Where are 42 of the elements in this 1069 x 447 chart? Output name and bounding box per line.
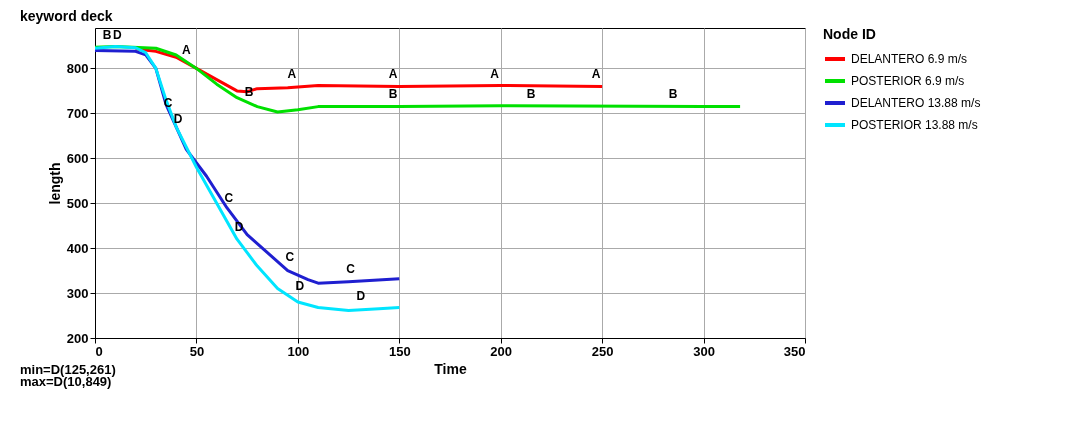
annotation: B (102, 28, 112, 43)
annotation: D (173, 112, 183, 127)
annotation: D (356, 288, 366, 303)
legend-label: DELANTERO 6.9 m/s (851, 52, 968, 66)
annotation: C (285, 250, 295, 265)
annotation: C (163, 96, 173, 111)
annotation: B (388, 86, 398, 101)
legend-label: POSTERIOR 13.88 m/s (851, 118, 978, 132)
line-series (95, 44, 742, 114)
y-tick-label: 500 (66, 195, 89, 211)
annotation: D (112, 28, 122, 43)
legend-label: DELANTERO 13.88 m/s (851, 96, 981, 110)
x-tick-label: 350 (783, 343, 806, 359)
annotation: A (490, 66, 500, 81)
annotation: D (295, 279, 305, 294)
annotation: A (591, 66, 601, 81)
y-tick-label: 200 (66, 330, 89, 346)
x-tick-label: 250 (591, 343, 614, 359)
y-tick-label: 600 (66, 150, 89, 166)
annotation: C (346, 261, 356, 276)
x-tick-label: 300 (693, 343, 715, 359)
annotation: B (526, 86, 536, 101)
x-tick-label: 150 (388, 343, 411, 359)
y-axis-title: length (46, 162, 63, 205)
text: min=D(125,261) (20, 362, 116, 377)
y-tick-label: 300 (66, 285, 89, 301)
x-tick-label: 100 (287, 343, 310, 359)
legend-title: Node ID (823, 26, 876, 42)
x-tick-label: 50 (189, 343, 205, 359)
y-tick-label: 700 (66, 105, 89, 121)
annotation: A (388, 66, 398, 81)
x-tick-label: 200 (490, 343, 513, 359)
annotation: C (224, 190, 234, 205)
chart-title: keyword deck (20, 8, 113, 24)
legend-label: POSTERIOR 6.9 m/s (851, 74, 965, 88)
annotation: A (181, 43, 191, 58)
annotation: B (668, 86, 678, 101)
x-axis-title: Time (434, 360, 467, 377)
annotation: A (287, 67, 297, 82)
y-tick-label: 400 (66, 240, 89, 256)
x-tick-label: 0 (95, 343, 103, 359)
y-tick-label: 800 (66, 60, 89, 76)
